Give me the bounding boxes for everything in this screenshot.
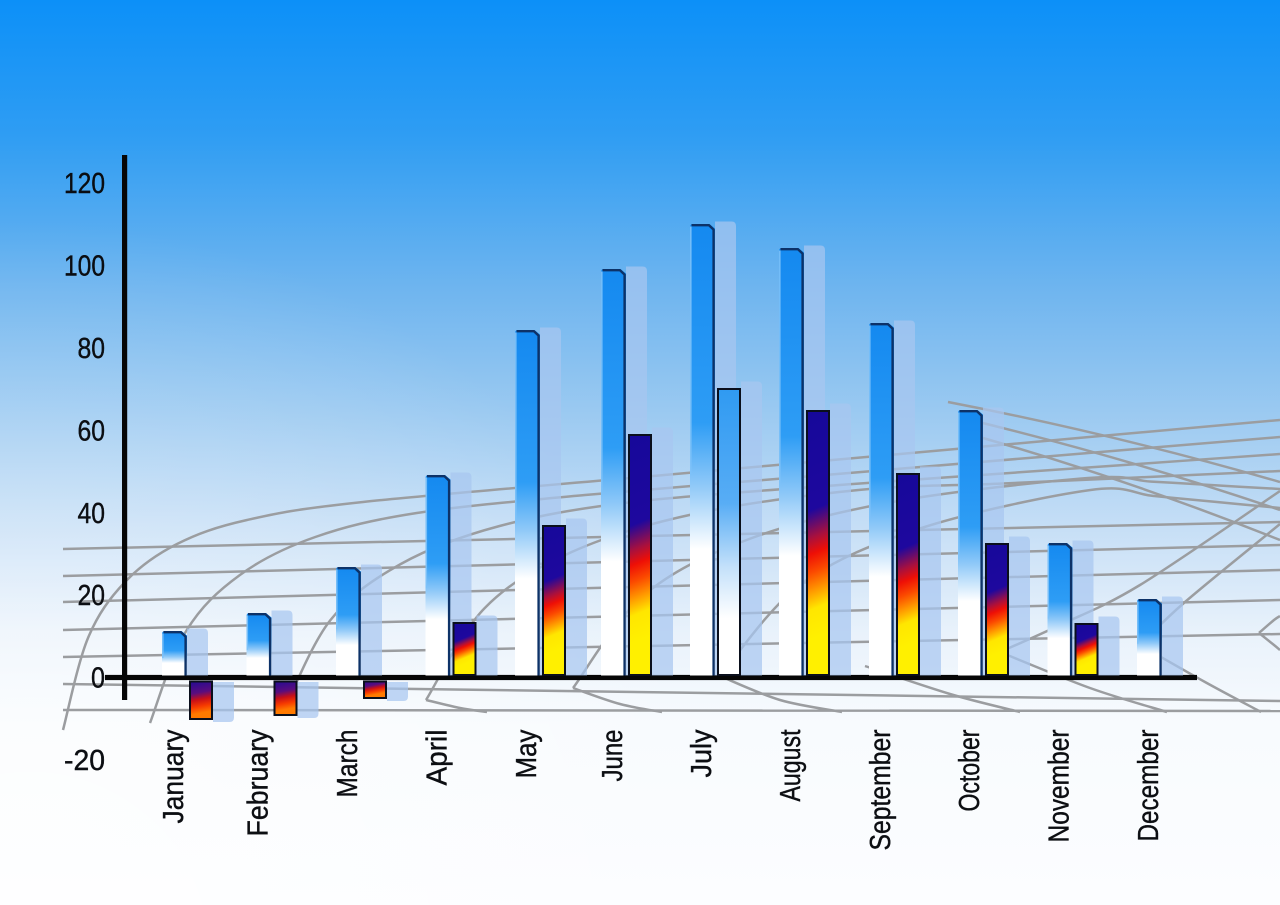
svg-text:March: March — [332, 730, 364, 798]
svg-text:August: August — [775, 730, 807, 802]
svg-text:80: 80 — [78, 333, 106, 365]
svg-text:40: 40 — [78, 498, 106, 530]
svg-text:20: 20 — [78, 580, 106, 612]
svg-text:December: December — [1133, 729, 1165, 841]
svg-text:June: June — [597, 730, 629, 782]
svg-text:February: February — [243, 729, 275, 836]
svg-text:July: July — [686, 729, 718, 777]
svg-text:60: 60 — [78, 415, 106, 447]
svg-text:0: 0 — [91, 663, 105, 695]
svg-text:120: 120 — [64, 168, 105, 200]
svg-text:April: April — [422, 730, 454, 786]
svg-text:September: September — [865, 729, 897, 850]
svg-text:100: 100 — [64, 251, 105, 283]
svg-text:May: May — [511, 729, 543, 778]
svg-text:-20: -20 — [64, 745, 105, 777]
svg-text:January: January — [158, 729, 190, 823]
svg-text:November: November — [1044, 729, 1076, 842]
svg-text:October: October — [954, 729, 986, 811]
